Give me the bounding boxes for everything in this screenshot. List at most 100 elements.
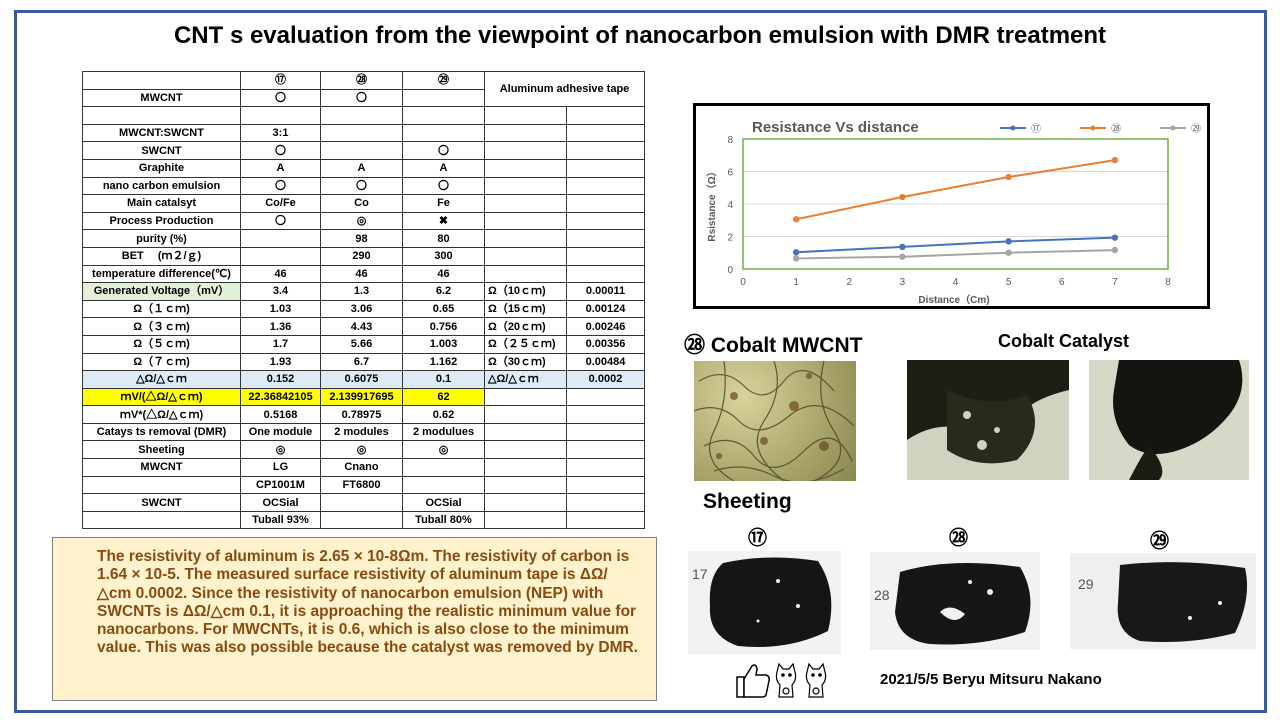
table-row: temperature difference(℃) 46 46 46 [82, 264, 645, 284]
x-tick-label: 7 [1112, 277, 1118, 288]
table-row: MWCNT LG Cnano [82, 458, 645, 477]
table-row: CP1001M FT6800 [82, 475, 645, 495]
table-cell [402, 123, 485, 143]
table-cell: 290 [320, 246, 403, 266]
table-cell: Process Production [82, 211, 241, 231]
table-cell [484, 264, 567, 284]
x-tick-label: 1 [793, 277, 799, 288]
table-cell: CP1001M [240, 475, 321, 495]
table-cell: Generated Voltage（mV） [82, 282, 241, 301]
lucky-cat-icon [775, 662, 797, 698]
table-cell: ✖ [402, 211, 485, 231]
table-cell: Cnano [320, 458, 403, 477]
table-cell: ◎ [320, 440, 403, 460]
table-cell [82, 475, 241, 495]
table-row: Process Production 〇 ◎ ✖ [82, 211, 645, 231]
table-cell [566, 246, 645, 266]
x-tick-label: 6 [1059, 277, 1065, 288]
table-cell [320, 510, 403, 530]
table-cell [484, 141, 567, 160]
data-point [899, 193, 906, 201]
table-cell: Ω（２５ｃｍ) [484, 334, 567, 354]
table-cell [566, 387, 645, 407]
table-cell [484, 475, 567, 495]
sheet-number-17: ⑰ [748, 528, 768, 549]
table-cell [566, 158, 645, 178]
table-cell: One module [240, 422, 321, 442]
table-cell: 3.4 [240, 282, 321, 301]
table-cell: ◎ [240, 440, 321, 460]
table-cell: 80 [402, 229, 485, 248]
table-cell [484, 405, 567, 424]
data-point [1111, 234, 1119, 241]
label-sheeting: Sheeting [703, 490, 792, 513]
table-cell: Graphite [82, 158, 241, 178]
table-cell [566, 458, 645, 477]
table-cell [484, 106, 567, 125]
table-cell: MWCNT [82, 458, 241, 477]
table-row: Ω（１ｃｍ) 1.03 3.06 0.65 Ω（15ｃｍ) 0.00124 [82, 299, 645, 319]
chart-container: 0 2 4 6 8 0 1 2 3 4 5 6 7 8 Resistance Vs distance Dist… [693, 103, 1210, 309]
series-line [796, 249, 1115, 260]
table-row: Catays ts removal (DMR) One module 2 modul… [82, 422, 645, 442]
table-cell: 〇 [402, 176, 485, 196]
table-cell: LG [240, 458, 321, 477]
table-cell: 6.7 [320, 352, 403, 372]
table-cell [566, 264, 645, 284]
table-row: Ω（５ｃｍ) 1.7 5.66 1.003 Ω（２５ｃｍ) 0.00356 [82, 334, 645, 354]
legend-label: ㉙ [1191, 123, 1201, 135]
table-row: Sheeting ◎ ◎ ◎ [82, 440, 645, 460]
table-row: Graphite A A A [82, 158, 645, 178]
slide-frame [14, 10, 1267, 713]
table-cell: OCSial [402, 493, 485, 512]
table-cell [320, 493, 403, 512]
table-cell [484, 493, 567, 512]
table-cell [402, 88, 485, 108]
lucky-cat-icon [805, 662, 827, 698]
table-cell: 300 [402, 246, 485, 266]
photo-cobalt-catalyst-1 [907, 360, 1069, 480]
table-cell: Sheeting [82, 440, 241, 460]
table-row: Generated Voltage（mV） 3.4 1.3 6.2 Ω（10ｃｍ) 0.0… [82, 282, 645, 301]
x-tick-label: 4 [953, 277, 959, 288]
table-cell: 1.03 [240, 299, 321, 319]
y-tick-label: 4 [727, 200, 733, 211]
table-cell [240, 106, 321, 125]
table-cell [484, 176, 567, 196]
table-cell: 2 modules [320, 422, 403, 442]
table-row: BET (ｍ２/ｇ) 290 300 [82, 246, 645, 266]
table-cell: △Ω/△ｃｍ [484, 370, 567, 389]
table-cell: 1.93 [240, 352, 321, 372]
label-cobalt-catalyst: Cobalt Catalyst [998, 331, 1130, 351]
table-cell [320, 141, 403, 160]
data-point [792, 255, 800, 262]
table-row: Ω（７ｃｍ) 1.93 6.7 1.162 Ω（30ｃｍ) 0.00484 [82, 352, 645, 372]
credit-text: 2021/5/5 Beryu Mitsuru Nakano [880, 671, 1102, 688]
y-axis-label: Rsistance（Ω） [705, 166, 718, 241]
table-cell: Ω（１ｃｍ) [82, 299, 241, 319]
table-cell: 〇 [240, 211, 321, 231]
table-cell: temperature difference(℃) [82, 264, 241, 284]
table-row: nano carbon emulsion 〇〇〇 [82, 176, 645, 196]
table-cell [484, 510, 567, 530]
table-row: △Ω/△ｃｍ 0.152 0.6075 0.1 △Ω/△ｃｍ 0.0002 [82, 370, 645, 389]
table-cell [240, 246, 321, 266]
table-cell [566, 405, 645, 424]
table-row: purity (%) 98 80 [82, 229, 645, 248]
table-cell: BET (ｍ２/ｇ) [82, 246, 241, 266]
data-point [1005, 238, 1012, 245]
table-cell: 1.36 [240, 317, 321, 336]
table-cell: Ω（７ｃｍ) [82, 352, 241, 372]
table-cell: Ω（10ｃｍ) [484, 282, 567, 301]
table-cell: ㉘ [320, 71, 403, 90]
table-cell: 2.139917695 [320, 387, 403, 407]
table-cell: A [240, 158, 321, 178]
legend-marker [1090, 125, 1096, 131]
table-cell: 〇 [402, 141, 485, 160]
photo-cobalt-catalyst-2 [1089, 360, 1249, 480]
table-cell [484, 422, 567, 442]
table-cell: Fe [402, 194, 485, 213]
handwritten-29: 29 [1078, 576, 1094, 592]
data-point [1111, 156, 1119, 164]
